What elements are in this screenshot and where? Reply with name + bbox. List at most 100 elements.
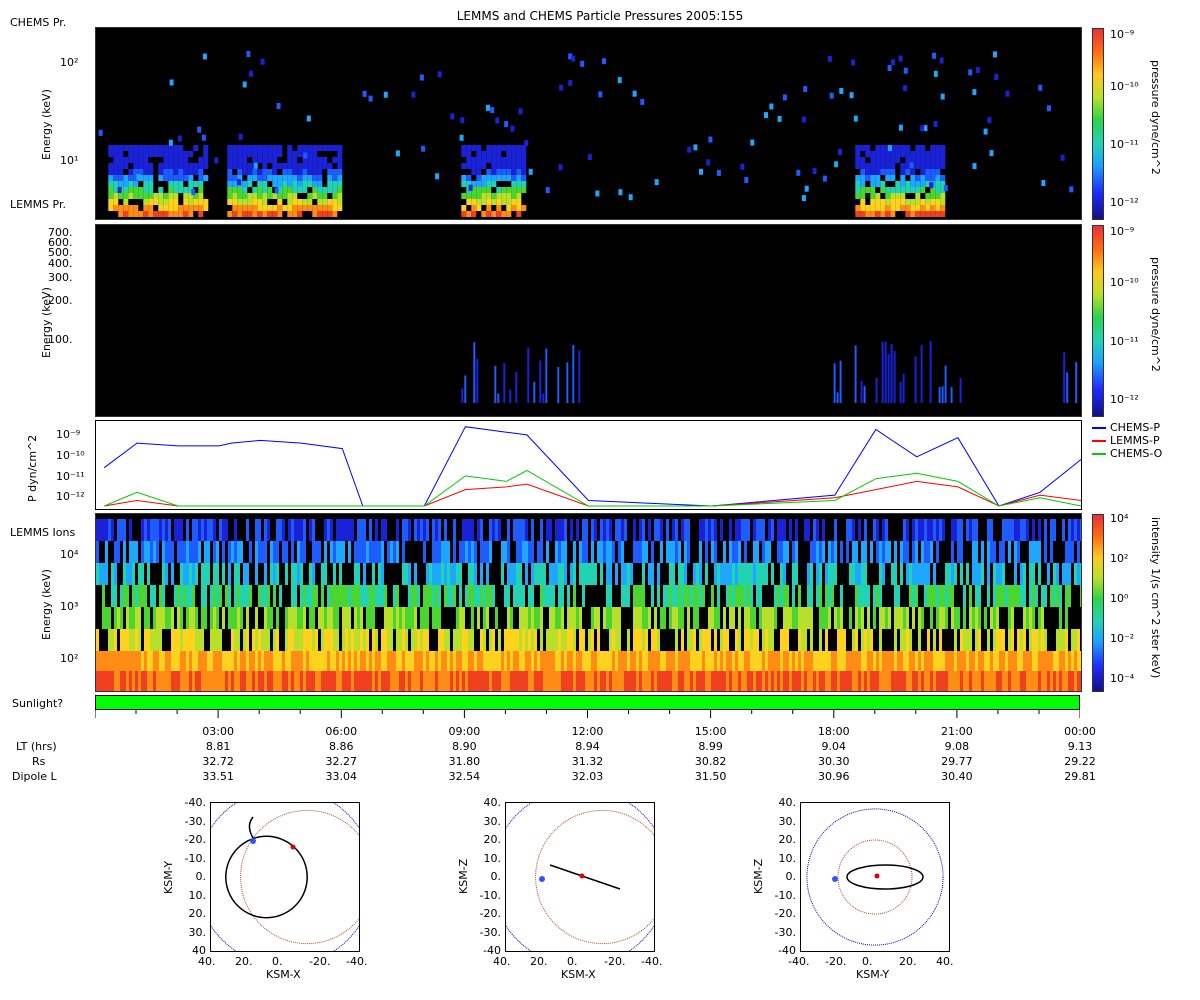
spectrogram-cell — [852, 671, 855, 691]
spectrogram-cell — [921, 541, 924, 563]
spectrogram-cell — [225, 651, 228, 671]
spectrogram-cell — [711, 585, 714, 607]
spectrogram-cell — [999, 671, 1002, 691]
spectrogram-cell — [729, 563, 732, 585]
spectrogram-cell — [537, 541, 540, 563]
panel2-ytick: 100. — [48, 333, 73, 346]
spectrogram-cell — [242, 193, 248, 199]
spectrogram-cell — [227, 163, 233, 169]
spectrogram-cell — [159, 607, 162, 629]
spectrogram-cell — [579, 541, 582, 563]
spectrogram-cell — [1038, 563, 1041, 585]
spectrogram-cell — [491, 199, 497, 205]
spectrogram-cell — [705, 629, 708, 651]
spectrogram-cell — [360, 541, 363, 563]
spectrogram-cell — [351, 651, 354, 671]
spectrogram-cell — [1029, 541, 1032, 563]
spectrogram-cell — [272, 145, 278, 151]
spectrogram-cell — [462, 671, 465, 691]
spectrogram-cell — [654, 607, 657, 629]
spectrogram-cell — [113, 187, 119, 193]
spectrogram-cell — [213, 541, 216, 563]
spectrogram-cell — [468, 519, 471, 541]
spectrogram-cell — [461, 151, 467, 157]
spectrogram-cell — [198, 519, 201, 541]
spectrogram-cell — [468, 541, 471, 563]
spectrogram-cell — [292, 169, 298, 175]
spectrogram-cell — [723, 563, 726, 585]
spectrogram-cell — [264, 563, 267, 585]
spectrogram-cell — [148, 181, 154, 187]
spectrogram-cell — [567, 651, 570, 671]
spectrogram-cell — [108, 187, 114, 193]
spectrogram-cell — [466, 211, 472, 217]
spectrogram-cell — [606, 519, 609, 541]
spectrogram-cell — [99, 651, 102, 671]
spectrogram-cell — [890, 151, 896, 157]
spectrogram-cell — [987, 117, 992, 124]
orbit-ytick: -30. — [774, 925, 796, 939]
spectrogram-cell — [810, 541, 813, 563]
spectrogram-cell — [277, 145, 283, 151]
time-axis-time-label: 12:00 — [571, 725, 604, 738]
spectrogram-cell — [885, 175, 891, 181]
time-axis-rs-label: 31.80 — [448, 755, 481, 768]
spectrogram-cell — [481, 151, 487, 157]
spectrogram-cell — [543, 671, 546, 691]
spectrogram-cell — [777, 671, 780, 691]
spectrogram-cell — [366, 651, 369, 671]
spectrogram-cell — [894, 585, 897, 607]
spectrogram-cell — [825, 651, 828, 671]
spectrogram-cell — [128, 145, 134, 151]
spectrogram-cell — [342, 651, 345, 671]
spectrogram-cell — [990, 541, 993, 563]
spectrogram-cell — [300, 541, 303, 563]
spectrogram-cell — [399, 607, 402, 629]
spectrogram-cell — [1053, 671, 1056, 691]
spectrogram-cell — [294, 651, 297, 671]
spectrogram-cell — [138, 585, 141, 607]
spectrogram-cell — [699, 671, 702, 691]
spectrogram-cell — [327, 145, 333, 151]
spectrogram-cell — [189, 651, 192, 671]
spectrogram-cell — [756, 519, 759, 541]
spectrogram-cell — [173, 193, 179, 199]
spectrogram-cell — [511, 145, 517, 151]
spectrogram-cell — [262, 187, 268, 193]
spectrogram-cell — [118, 157, 124, 163]
spectrogram-cell — [837, 651, 840, 671]
orbit-ytick: 0. — [490, 870, 502, 883]
spectrogram-cell — [489, 629, 492, 651]
spectrogram-cell — [198, 181, 204, 187]
spectrogram-cell — [366, 541, 369, 563]
panel2-cbar-tick: 10⁻¹² — [1110, 393, 1139, 406]
spectrogram-cell — [687, 607, 690, 629]
spectrogram-cell — [792, 607, 795, 629]
spectrogram-cell — [915, 193, 921, 199]
spectrogram-cell — [882, 651, 885, 671]
spectrogram-cell — [318, 671, 321, 691]
spectrogram-cell — [687, 651, 690, 671]
spectrogram-cell — [963, 671, 966, 691]
spectrogram-cell — [267, 205, 273, 211]
spectrogram-cell — [357, 629, 360, 651]
spectrogram-cell — [705, 541, 708, 563]
spectrogram-cell — [855, 163, 861, 169]
spectrogram-cell — [663, 671, 666, 691]
spectrogram-cell — [393, 607, 396, 629]
spectrogram-cell — [858, 585, 861, 607]
spectrogram-cell — [178, 187, 184, 193]
spectrogram-cell — [672, 671, 675, 691]
spectrogram-cell — [516, 163, 522, 169]
spectrogram-cell — [780, 541, 783, 563]
spectrogram-cell — [891, 671, 894, 691]
spectrogram-cell — [321, 651, 324, 671]
spectrogram-cell — [924, 519, 927, 541]
spectrogram-cell — [423, 541, 426, 563]
spectrogram-cell — [521, 145, 527, 151]
spectrogram-cell — [504, 651, 507, 671]
spectrogram-cell — [378, 585, 381, 607]
spectrogram-cell — [243, 563, 246, 585]
spectrogram-cell — [1023, 585, 1026, 607]
spectrogram-cell — [851, 59, 856, 66]
